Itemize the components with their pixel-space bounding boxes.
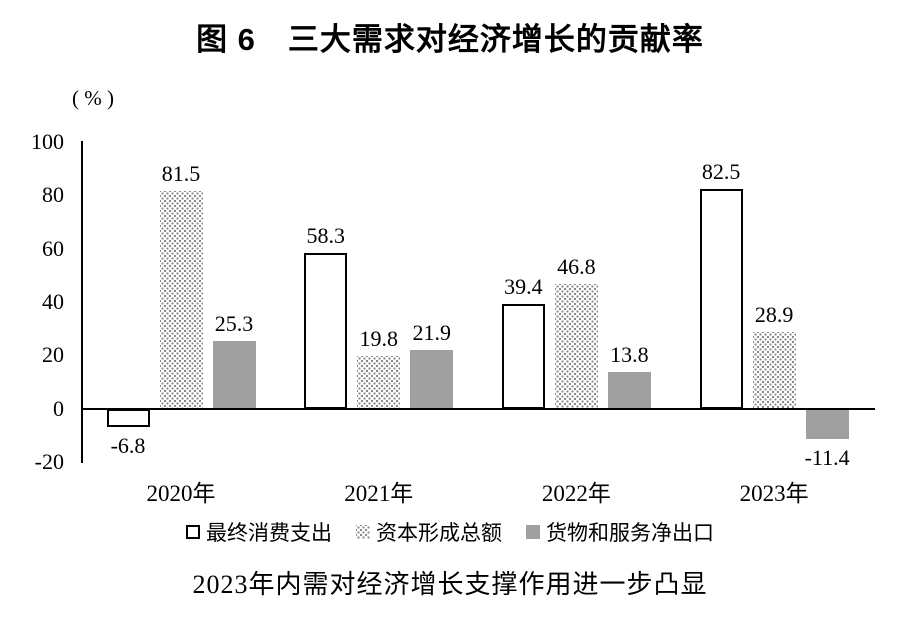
- y-tick-label: 20: [42, 342, 64, 368]
- bar-value-label: 13.8: [610, 341, 649, 367]
- bar-dotted: [159, 191, 203, 409]
- legend-marker-gray: [526, 525, 540, 539]
- bar-value-label: 58.3: [306, 223, 345, 249]
- bar-outline: [304, 253, 348, 409]
- y-tick-label: 40: [42, 289, 64, 314]
- legend-item: 资本形成总额: [356, 517, 502, 547]
- bar-dotted: [357, 355, 401, 409]
- legend: 最终消费支出 资本形成总额 货物和服务净出口: [0, 517, 900, 547]
- bar-value-label: 21.9: [412, 320, 451, 346]
- bar-value-label: 28.9: [754, 301, 794, 327]
- x-category-label: 2022年: [541, 481, 611, 506]
- chart-caption: 2023年内需对经济增长支撑作用进一步凸显: [192, 570, 708, 599]
- y-tick-label: 80: [42, 182, 64, 208]
- y-tick-label: 0: [53, 395, 64, 421]
- bar-value-label: 39.4: [504, 273, 543, 299]
- legend-label: 资本形成总额: [376, 521, 502, 545]
- y-axis-unit-label: ( % ): [72, 86, 114, 110]
- bar-value-label: 82.5: [701, 158, 741, 184]
- bar-outline: [699, 188, 743, 409]
- y-tick-label: 60: [42, 235, 64, 261]
- legend-item: 最终消费支出: [186, 517, 332, 547]
- bar-value-label: 46.8: [557, 253, 596, 279]
- bar-value-label: 81.5: [161, 161, 201, 187]
- x-category-label: 2020年: [146, 481, 216, 506]
- bar-dotted: [752, 331, 796, 409]
- bar-dotted: [554, 283, 598, 409]
- bar-outline: [106, 408, 150, 427]
- y-axis-line: [81, 141, 83, 463]
- x-category-label: 2023年: [739, 481, 809, 506]
- bar-gray: [607, 371, 651, 409]
- bar-value-label: 25.3: [214, 311, 254, 337]
- bar-gray: [805, 408, 849, 440]
- legend-item: 货物和服务净出口: [526, 517, 714, 547]
- bar-outline: [501, 303, 545, 409]
- bar-gray: [410, 350, 454, 409]
- x-axis-zero-line: [81, 407, 875, 410]
- bar-value-label: -11.4: [804, 445, 850, 471]
- bar-value-label: -6.8: [110, 432, 146, 458]
- legend-marker-outline: [186, 525, 200, 539]
- legend-label: 货物和服务净出口: [546, 521, 714, 545]
- bar-gray: [212, 341, 256, 409]
- y-tick-label: 100: [31, 129, 64, 154]
- legend-marker-dotted: [356, 525, 370, 539]
- x-category-label: 2021年: [344, 481, 414, 506]
- bar-value-label: 19.8: [359, 325, 398, 351]
- y-tick-label: -20: [34, 449, 64, 474]
- legend-label: 最终消费支出: [206, 521, 332, 545]
- chart-title: 图 6 三大需求对经济增长的贡献率: [196, 22, 704, 57]
